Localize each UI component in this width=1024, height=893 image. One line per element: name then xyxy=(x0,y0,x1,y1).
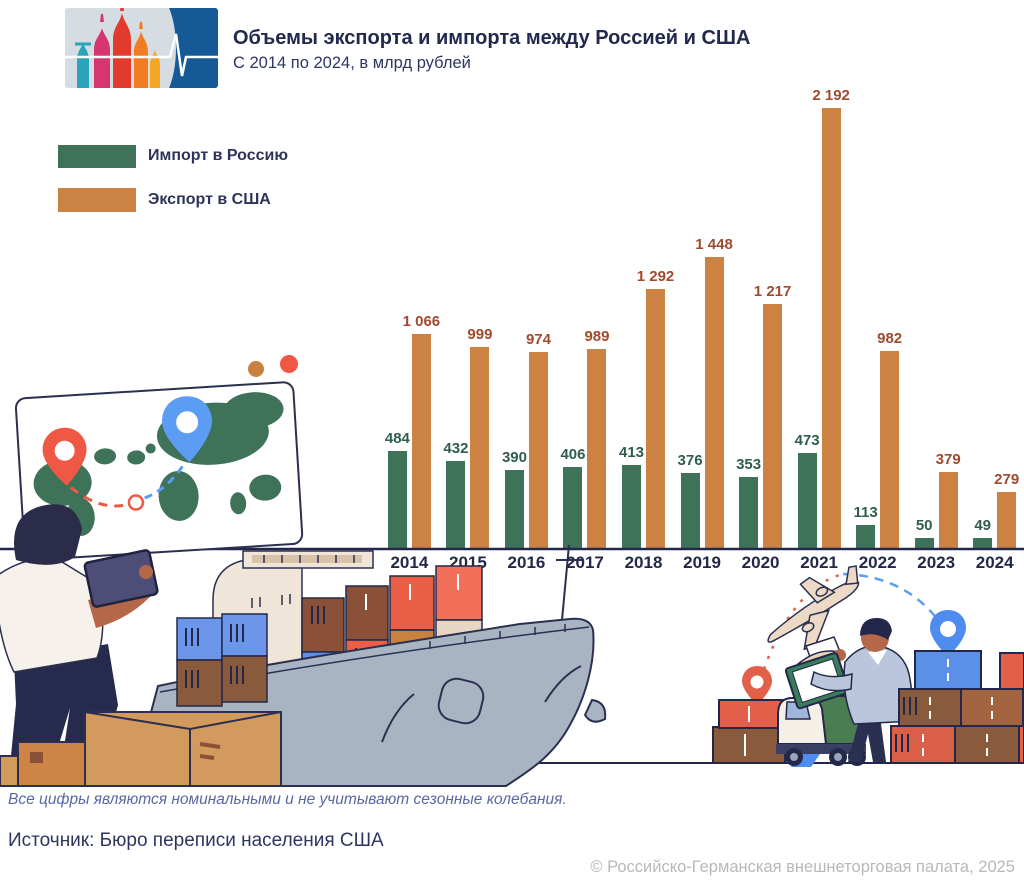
bar-value-import-2019: 376 xyxy=(677,452,703,469)
bar-export-2015 xyxy=(470,347,490,548)
bar-import-2018 xyxy=(622,465,642,548)
bar-import-2023 xyxy=(914,538,934,548)
year-label-2024: 2024 xyxy=(975,553,1014,572)
bar-value-export-2014: 1 066 xyxy=(402,313,441,330)
bar-import-2020 xyxy=(739,477,759,548)
bar-export-2024 xyxy=(997,492,1017,548)
bar-export-2017 xyxy=(587,349,607,548)
bar-export-2022 xyxy=(880,351,900,548)
bar-value-export-2018: 1 292 xyxy=(636,268,675,285)
year-label-2014: 2014 xyxy=(390,553,429,572)
copyright-text: © Российско-Германская внешнеторговая па… xyxy=(590,858,1015,876)
bar-export-2014 xyxy=(411,334,431,548)
bar-import-2022 xyxy=(856,525,876,548)
bar-value-import-2016: 390 xyxy=(501,449,527,466)
year-label-2019: 2019 xyxy=(683,553,721,572)
bar-value-export-2024: 279 xyxy=(994,471,1020,488)
bar-export-2020 xyxy=(763,304,783,548)
bar-value-import-2018: 413 xyxy=(619,444,645,461)
bar-value-import-2023: 50 xyxy=(915,517,933,534)
bar-value-export-2016: 974 xyxy=(525,331,551,348)
bar-import-2021 xyxy=(797,453,817,548)
year-label-2023: 2023 xyxy=(917,553,956,572)
bar-value-export-2023: 379 xyxy=(935,451,961,468)
bar-export-2016 xyxy=(528,352,548,548)
bar-import-2024 xyxy=(973,538,993,548)
footnote: Все цифры являются номинальными и не учи… xyxy=(8,791,567,808)
bar-value-export-2020: 1 217 xyxy=(753,283,792,300)
bar-value-import-2015: 432 xyxy=(443,440,469,457)
year-label-2015: 2015 xyxy=(449,553,487,572)
bar-value-import-2024: 49 xyxy=(974,517,992,534)
bar-value-import-2021: 473 xyxy=(794,432,820,449)
bar-value-export-2019: 1 448 xyxy=(695,236,733,253)
bar-export-2021 xyxy=(821,108,841,548)
year-label-2021: 2021 xyxy=(800,553,839,572)
bar-value-export-2022: 982 xyxy=(877,330,903,347)
year-label-2018: 2018 xyxy=(624,553,663,572)
bar-value-import-2020: 353 xyxy=(736,456,762,473)
bar-export-2018 xyxy=(646,289,666,548)
source-text: Источник: Бюро переписи населения США xyxy=(8,830,384,851)
bar-import-2014 xyxy=(387,451,407,548)
page-subtitle: С 2014 по 2024, в млрд рублей xyxy=(233,54,471,72)
pulse-line-icon xyxy=(65,33,218,77)
bar-value-export-2017: 989 xyxy=(584,328,610,345)
page-title: Объемы экспорта и импорта между Россией … xyxy=(233,27,751,49)
legend-label-export: Экспорт в США xyxy=(148,191,271,208)
bar-export-2023 xyxy=(938,472,958,548)
kremlin-domes-pulse-logo xyxy=(65,8,218,88)
bar-value-export-2021: 2 192 xyxy=(812,87,850,104)
bar-value-export-2015: 999 xyxy=(467,326,493,343)
bar-value-import-2017: 406 xyxy=(560,446,586,463)
bar-value-import-2014: 484 xyxy=(384,430,410,447)
legend-label-import: Импорт в Россию xyxy=(148,147,289,164)
year-label-2017: 2017 xyxy=(566,553,604,572)
bar-export-2019 xyxy=(704,257,724,548)
year-label-2022: 2022 xyxy=(858,553,897,572)
bar-import-2017 xyxy=(563,467,583,548)
legend-swatch-export xyxy=(58,188,136,212)
cathedral-domes-icon xyxy=(75,8,160,88)
year-label-2020: 2020 xyxy=(741,553,780,572)
bar-import-2016 xyxy=(504,470,524,548)
legend-swatch-import xyxy=(58,145,136,168)
bar-import-2015 xyxy=(446,461,466,548)
bar-import-2019 xyxy=(680,473,700,548)
year-label-2016: 2016 xyxy=(507,553,546,572)
bar-value-import-2022: 113 xyxy=(853,504,878,521)
